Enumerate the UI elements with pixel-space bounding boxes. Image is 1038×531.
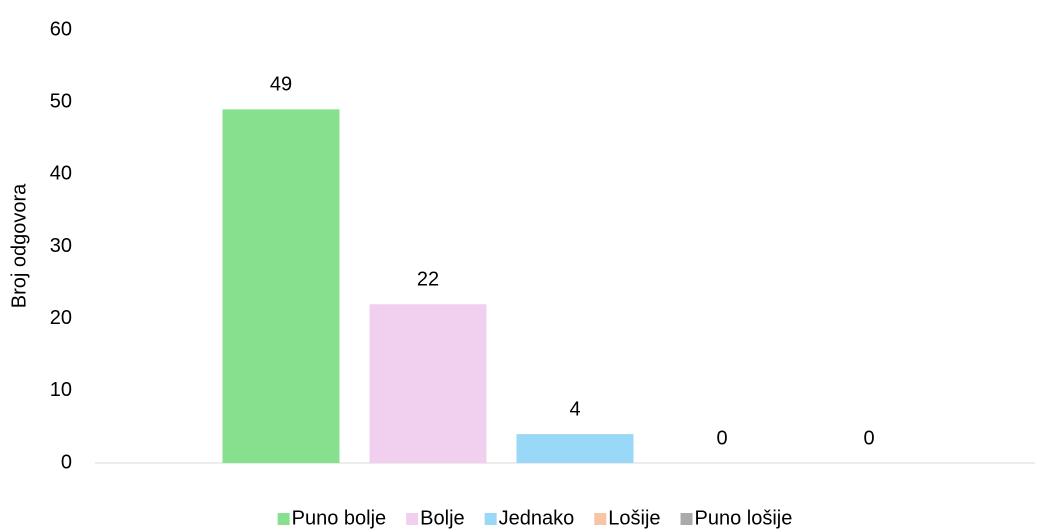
- y-tick-label: 10: [50, 379, 72, 401]
- legend-label: Puno bolje: [292, 507, 387, 529]
- bar: [369, 304, 487, 463]
- data-label: 4: [569, 398, 580, 420]
- bar: [222, 109, 340, 463]
- legend-label: Lošije: [608, 507, 660, 529]
- bar: [516, 434, 634, 463]
- legend-label: Bolje: [420, 507, 464, 529]
- data-label: 49: [270, 74, 292, 96]
- y-tick-label: 50: [50, 90, 72, 112]
- y-tick-label: 0: [61, 451, 72, 473]
- y-tick-label: 60: [50, 18, 72, 40]
- y-axis-title: Broj odgovora: [8, 183, 30, 308]
- legend-swatch: [277, 513, 290, 525]
- data-label: 22: [417, 269, 439, 291]
- legend-label: Puno lošije: [695, 507, 793, 529]
- y-tick-label: 30: [50, 235, 72, 257]
- legend-swatch: [594, 513, 607, 525]
- legend-swatch: [406, 513, 419, 525]
- legend-swatch: [680, 513, 693, 525]
- legend-swatch: [484, 513, 497, 525]
- data-label: 0: [863, 427, 874, 449]
- y-tick-label: 40: [50, 163, 72, 185]
- data-label: 0: [716, 427, 727, 449]
- legend-label: Jednako: [499, 507, 575, 529]
- y-tick-label: 20: [50, 307, 72, 329]
